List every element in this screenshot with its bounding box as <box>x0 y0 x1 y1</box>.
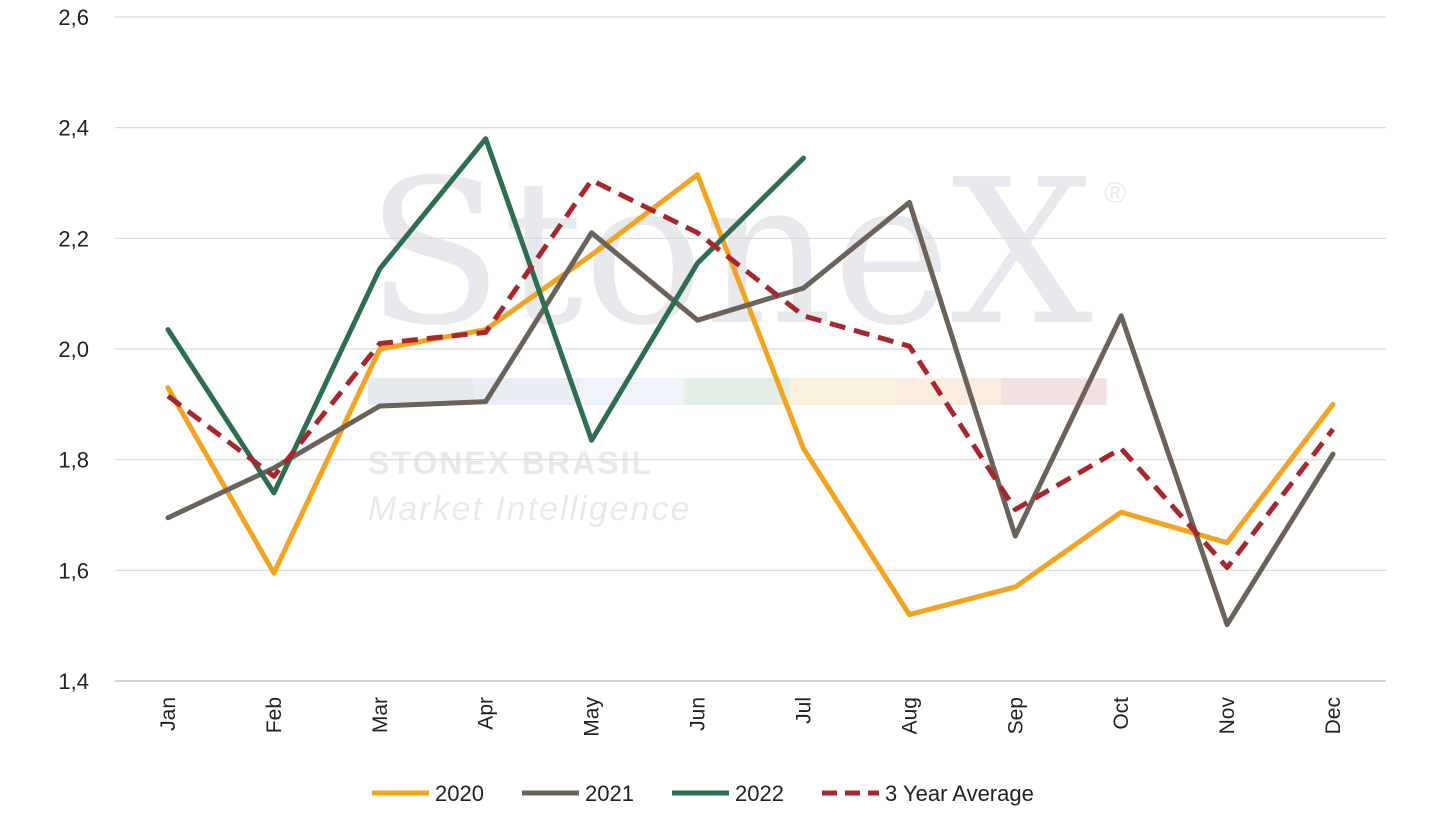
x-axis: Jan Feb Mar Apr May Jun Jul Aug Sep Oct Nov Dec <box>157 697 1345 737</box>
x-tick-label: Feb <box>263 697 286 733</box>
series-line <box>165 172 1336 618</box>
legend-label: 2022 <box>735 781 784 806</box>
watermark-line2: Market Intelligence <box>368 490 691 528</box>
legend-label: 2021 <box>585 781 634 806</box>
watermark-band <box>579 378 685 405</box>
x-tick-label: Jun <box>687 697 710 731</box>
watermark-band <box>684 378 790 405</box>
x-tick-label: Sep <box>1004 697 1027 734</box>
watermark-band <box>895 378 1001 405</box>
y-tick-label: 2,6 <box>58 5 89 30</box>
x-tick-label: Jul <box>792 697 815 724</box>
x-tick-label: Dec <box>1322 697 1345 734</box>
x-tick-label: Oct <box>1110 697 1133 730</box>
legend-label: 2020 <box>435 781 484 806</box>
y-tick-label: 1,8 <box>58 448 89 473</box>
watermark-band <box>790 378 896 405</box>
series-line <box>165 136 806 496</box>
y-tick-label: 2,0 <box>58 337 89 362</box>
x-tick-label: Apr <box>475 697 498 730</box>
series-line <box>165 199 1336 628</box>
y-tick-label: 2,4 <box>58 116 89 141</box>
x-tick-label: May <box>581 697 604 737</box>
series-line <box>166 177 1335 571</box>
y-tick-label: 1,4 <box>58 669 89 694</box>
series-layer <box>165 136 1336 628</box>
watermark-color-bands <box>368 378 1107 405</box>
y-tick-label: 2,2 <box>58 226 89 251</box>
x-tick-label: Mar <box>369 697 392 733</box>
x-tick-label: Jan <box>157 697 180 731</box>
watermark-line1: STONEX BRASIL <box>368 445 653 481</box>
legend-label: 3 Year Average <box>885 781 1034 806</box>
x-tick-label: Aug <box>898 697 921 734</box>
y-tick-label: 1,6 <box>58 558 89 583</box>
y-axis: 1,4 1,6 1,8 2,0 2,2 2,4 2,6 <box>58 5 89 694</box>
watermark-registered-mark: ® <box>1104 177 1126 210</box>
legend: 2020 2021 2022 3 Year Average <box>372 781 1034 806</box>
x-tick-label: Nov <box>1216 697 1239 735</box>
grid-lines <box>115 16 1386 682</box>
